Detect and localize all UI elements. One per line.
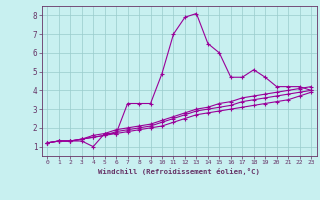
X-axis label: Windchill (Refroidissement éolien,°C): Windchill (Refroidissement éolien,°C) xyxy=(98,168,260,175)
